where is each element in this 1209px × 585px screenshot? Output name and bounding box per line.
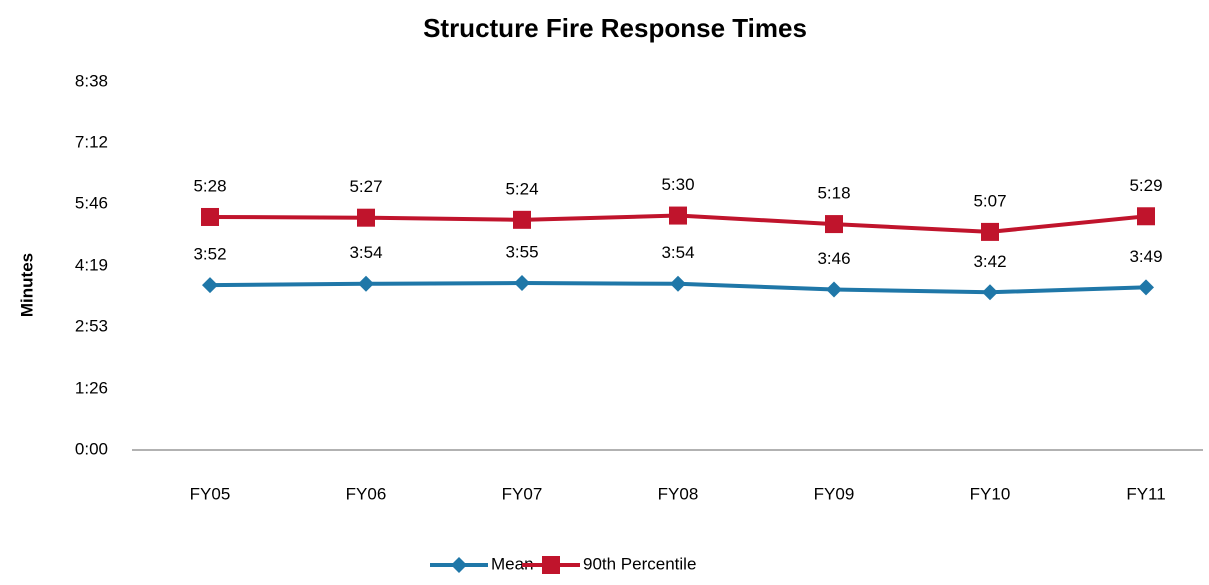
data-point bbox=[669, 206, 687, 225]
data-point bbox=[202, 277, 218, 294]
data-label: 5:07 bbox=[973, 191, 1006, 210]
legend-label: 90th Percentile bbox=[583, 554, 696, 573]
data-label: 5:24 bbox=[505, 179, 538, 198]
data-point bbox=[358, 275, 374, 292]
y-tick-label: 4:19 bbox=[75, 255, 108, 274]
x-tick-label: FY09 bbox=[814, 484, 855, 503]
data-label: 3:49 bbox=[1129, 247, 1162, 266]
data-point bbox=[670, 275, 686, 292]
x-tick-label: FY05 bbox=[190, 484, 231, 503]
data-point bbox=[201, 207, 219, 226]
data-label: 5:30 bbox=[661, 175, 694, 194]
y-tick-label: 8:38 bbox=[75, 71, 108, 90]
data-label: 3:54 bbox=[661, 243, 694, 262]
data-point bbox=[826, 281, 842, 298]
y-tick-label: 2:53 bbox=[75, 317, 108, 336]
data-point bbox=[513, 210, 531, 229]
data-label: 3:52 bbox=[193, 245, 226, 264]
data-label: 5:27 bbox=[349, 177, 382, 196]
data-point bbox=[981, 222, 999, 241]
data-point bbox=[1137, 207, 1155, 226]
x-tick-label: FY10 bbox=[970, 484, 1011, 503]
data-label: 3:54 bbox=[349, 243, 382, 262]
legend-marker bbox=[451, 557, 467, 573]
x-tick-label: FY11 bbox=[1126, 484, 1165, 503]
data-label: 3:55 bbox=[505, 243, 538, 262]
data-label: 3:42 bbox=[973, 252, 1006, 271]
legend-marker bbox=[542, 556, 560, 574]
data-label: 5:29 bbox=[1129, 176, 1162, 195]
x-tick-label: FY07 bbox=[502, 484, 543, 503]
x-tick-label: FY06 bbox=[346, 484, 387, 503]
data-point bbox=[357, 208, 375, 227]
data-point bbox=[1138, 279, 1154, 296]
data-label: 5:18 bbox=[817, 184, 850, 203]
legend-label: Mean bbox=[491, 554, 534, 573]
data-point bbox=[514, 275, 530, 292]
y-axis-title: Minutes bbox=[17, 253, 36, 317]
y-tick-label: 7:12 bbox=[75, 133, 108, 152]
data-point bbox=[825, 215, 843, 234]
y-tick-label: 0:00 bbox=[75, 439, 108, 458]
data-label: 5:28 bbox=[193, 176, 226, 195]
y-tick-label: 5:46 bbox=[75, 194, 108, 213]
chart-title: Structure Fire Response Times bbox=[423, 13, 807, 43]
x-tick-label: FY08 bbox=[658, 484, 699, 503]
data-label: 3:46 bbox=[817, 249, 850, 268]
y-tick-label: 1:26 bbox=[75, 378, 108, 397]
data-point bbox=[982, 284, 998, 301]
